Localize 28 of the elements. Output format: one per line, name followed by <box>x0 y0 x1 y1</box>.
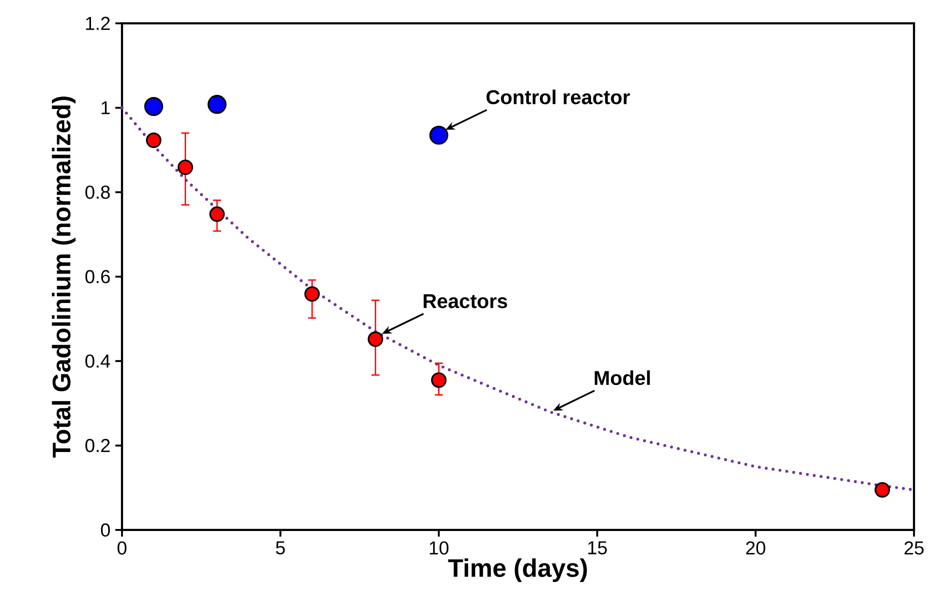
x-tick-label: 25 <box>904 541 924 555</box>
annotation: Model <box>594 370 650 386</box>
point <box>208 94 227 114</box>
y-tick-label: 0.8 <box>85 186 110 199</box>
point <box>304 286 320 302</box>
y-tick-label: 1.2 <box>86 16 110 30</box>
y-axis-title: Total Gadolinium (normalized) <box>52 96 76 458</box>
y-tick-label: 1 <box>102 101 110 114</box>
x-tick-label: 0 <box>118 541 126 555</box>
point <box>144 97 164 116</box>
y-tick-label: 0.2 <box>85 438 110 452</box>
point <box>368 331 384 347</box>
annotation: Control reactor <box>486 90 630 104</box>
x-tick-label: 20 <box>746 541 766 555</box>
point <box>874 482 890 498</box>
point <box>431 372 447 388</box>
point <box>429 126 448 145</box>
point <box>178 160 194 176</box>
x-tick-label: 5 <box>276 541 285 554</box>
point <box>209 206 225 222</box>
annotation: Reactors <box>424 294 508 308</box>
y-tick-label: 0 <box>100 523 110 537</box>
x-axis-title: Time (days) <box>448 558 587 582</box>
point <box>146 132 162 148</box>
y-tick-label: 0.6 <box>85 270 110 284</box>
y-tick-label: 0.4 <box>85 354 110 368</box>
x-tick-label: 10 <box>430 541 448 555</box>
x-tick-label: 15 <box>588 541 607 554</box>
